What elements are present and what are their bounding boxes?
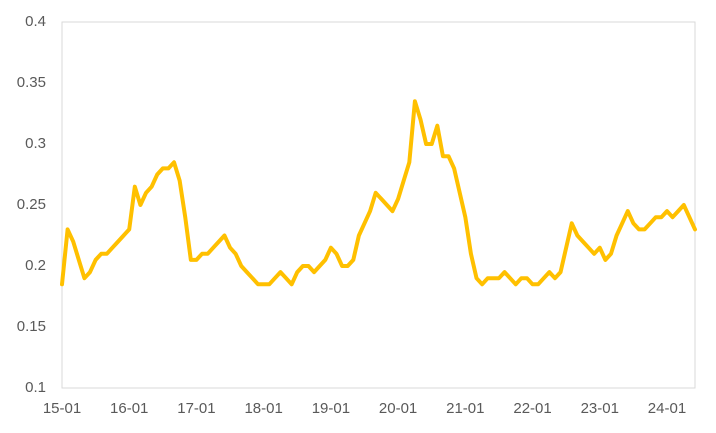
x-tick-label: 15-01 <box>43 400 81 417</box>
x-tick-label: 24-01 <box>648 400 686 417</box>
y-tick-label: 0.35 <box>17 74 46 91</box>
y-tick-label: 0.15 <box>17 318 46 335</box>
x-tick-label: 21-01 <box>446 400 484 417</box>
x-tick-label: 16-01 <box>110 400 148 417</box>
y-tick-label: 0.25 <box>17 196 46 213</box>
x-tick-label: 19-01 <box>312 400 350 417</box>
x-tick-label: 18-01 <box>244 400 282 417</box>
x-tick-label: 23-01 <box>581 400 619 417</box>
x-tick-label: 17-01 <box>177 400 215 417</box>
y-tick-label: 0.4 <box>25 13 46 30</box>
y-tick-label: 0.1 <box>25 379 46 396</box>
y-tick-label: 0.3 <box>25 135 46 152</box>
x-tick-label: 22-01 <box>513 400 551 417</box>
x-tick-label: 20-01 <box>379 400 417 417</box>
data-line <box>60 99 697 287</box>
y-tick-label: 0.2 <box>25 257 46 274</box>
plot-area <box>61 21 696 389</box>
